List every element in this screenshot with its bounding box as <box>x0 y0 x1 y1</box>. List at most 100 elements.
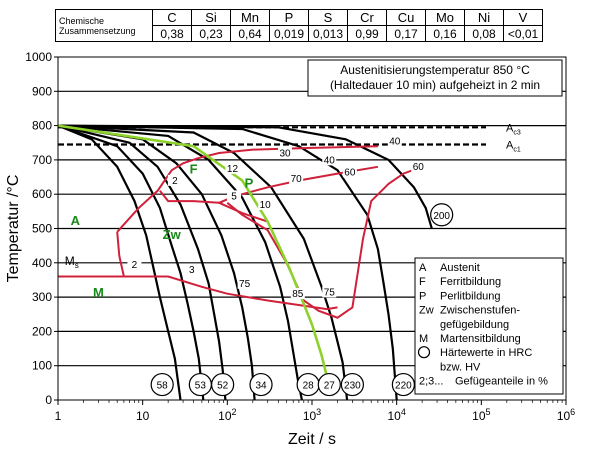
y-axis-label: Temperatur /°C <box>5 175 22 283</box>
annotation-bg <box>289 173 304 185</box>
x-axis-label: Zeit / s <box>288 431 336 448</box>
y-tick-label-600: 600 <box>32 187 52 201</box>
legend-key-2: P <box>419 290 426 302</box>
hardness-circle <box>150 372 174 397</box>
hardness-circle <box>249 372 273 397</box>
chart-title-line1: Austenitisierungstemperatur 850 °C <box>340 63 530 77</box>
plot-frame <box>57 56 567 401</box>
ac1-subscript: c1 <box>513 146 521 153</box>
critical-cooling-curve <box>57 124 331 387</box>
annotation-bg <box>227 190 242 202</box>
y-tick-label-700: 700 <box>32 153 52 167</box>
annotation-4: 60 <box>344 167 356 178</box>
y-tick-label-1000: 1000 <box>25 50 52 64</box>
annotation-bg <box>127 258 142 270</box>
cooling-curve-2 <box>57 124 205 401</box>
annotation-3: 40 <box>324 155 336 166</box>
phase-label-m: M <box>93 285 104 300</box>
title-rect <box>307 59 563 97</box>
phase-label-a: A <box>71 213 81 228</box>
ac3-subscript: c3 <box>513 129 521 136</box>
cooling-curve-7 <box>57 124 398 401</box>
hardness-value-34: 34 <box>255 381 267 392</box>
ac3-label: Ac3 <box>506 122 521 136</box>
x-tick-exponent: 3 <box>316 407 321 417</box>
x-tick-label-10000: 104 <box>387 407 405 423</box>
hardness-value-27: 27 <box>324 381 336 392</box>
value-mn: 0,64 <box>230 25 270 42</box>
hardness-value-28: 28 <box>303 381 315 392</box>
transformation-curve-2 <box>116 231 125 277</box>
y-tick-label-0: 0 <box>45 393 52 407</box>
annotation-6: 12 <box>227 164 239 175</box>
hardness-circle <box>211 372 235 397</box>
chart-title-line2: (Haltedauer 10 min) aufgeheizt in 2 min <box>330 78 540 92</box>
annotation-1: 40 <box>389 136 401 147</box>
x-tick-label-10: 10 <box>136 409 150 423</box>
x-tick-label-1000000: 106 <box>557 407 575 423</box>
legend-text-0: Austenit <box>440 262 480 274</box>
x-tick-exponent: 4 <box>401 407 406 417</box>
cooling-curve-3 <box>57 124 227 401</box>
legend-key-8: 2;3... <box>419 376 443 388</box>
hardness-circle <box>430 203 454 227</box>
annotation-bg <box>290 288 305 300</box>
ms-label: Ms <box>65 254 79 270</box>
value-mo: 0,16 <box>425 25 465 42</box>
annotation-11: 2 <box>132 260 138 271</box>
legend-key-5: M <box>419 333 428 345</box>
legend-text-7: bzw. HV <box>440 361 481 373</box>
x-tick-label-1000: 103 <box>303 407 321 423</box>
composition-table: Chemische Zusammensetzung C Si Mn P S Cr… <box>55 9 543 42</box>
legend-text-1: Ferritbildung <box>440 276 501 288</box>
legend-text-3: Zwischenstufen- <box>440 305 520 317</box>
x-tick-label-100000: 105 <box>472 407 490 423</box>
legend: A Austenit F Ferritbildung P Perlitbildung Zw Z… <box>414 257 564 395</box>
value-c: 0,38 <box>152 25 192 42</box>
cooling-curve-1 <box>57 124 182 401</box>
transformation-curve-6 <box>226 165 423 319</box>
phase-label-f: F <box>190 162 198 177</box>
value-cu: 0,17 <box>386 25 426 42</box>
y-tick-label-200: 200 <box>32 324 52 338</box>
cooling-curve-6 <box>57 124 349 401</box>
legend-text-6: Härtewerte in HRC <box>440 347 532 359</box>
annotation-13: 75 <box>239 279 251 290</box>
annotation-7: 70 <box>291 174 303 185</box>
hardness-value-58: 58 <box>157 381 169 392</box>
y-tick-label-500: 500 <box>32 222 52 236</box>
hardness-value-200: 200 <box>433 211 450 222</box>
annotation-bg <box>184 264 199 276</box>
hardness-value-230: 230 <box>344 381 361 392</box>
y-tick-label-800: 800 <box>32 119 52 133</box>
element-v: V <box>503 9 543 26</box>
value-cr: 0,99 <box>347 25 387 42</box>
hardness-value-52: 52 <box>217 381 229 392</box>
annotation-14: 85 <box>292 289 304 300</box>
annotation-bg <box>322 154 337 166</box>
annotation-15: 75 <box>324 287 336 298</box>
hardness-circle <box>317 372 341 397</box>
value-v: <0,01 <box>503 25 543 42</box>
annotation-bg <box>342 166 357 178</box>
value-p: 0,019 <box>269 25 309 42</box>
annotation-bg <box>278 147 293 159</box>
phase-label-p: P <box>245 175 254 190</box>
annotation-12: 3 <box>189 265 195 276</box>
legend-text-5: Martensitbildung <box>440 333 521 345</box>
annotation-10: 10 <box>260 200 272 211</box>
ms-subscript: s <box>75 261 79 270</box>
legend-box <box>414 257 564 395</box>
transformation-curve-3 <box>159 190 223 204</box>
legend-text-8: Gefügeanteile in % <box>455 376 548 388</box>
x-tick-exponent: 5 <box>486 407 491 417</box>
legend-key-1: F <box>419 276 426 288</box>
x-tick-exponent: 6 <box>570 407 575 417</box>
annotation-bg <box>387 135 402 147</box>
value-ni: 0,08 <box>464 25 504 42</box>
hardness-circle <box>340 372 364 397</box>
annotation-bg <box>411 161 426 173</box>
composition-label: Chemische Zusammensetzung <box>55 9 153 42</box>
legend-text-4: gefügebildung <box>440 319 509 331</box>
